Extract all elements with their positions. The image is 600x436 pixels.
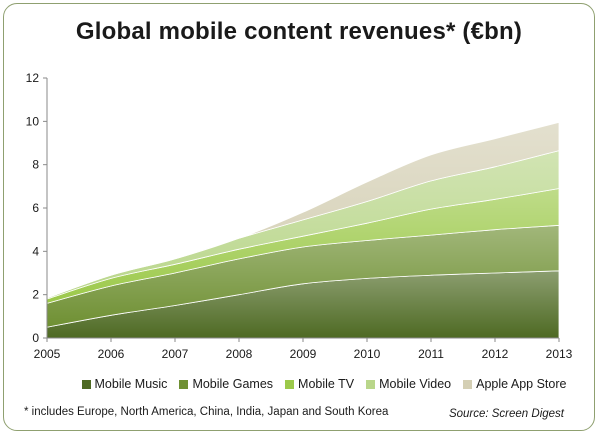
x-tick-label: 2005 xyxy=(34,347,61,361)
y-tick-label: 8 xyxy=(32,158,39,172)
legend-label: Mobile Games xyxy=(192,377,274,391)
area-shine-apple-app-store xyxy=(47,122,559,298)
legend-swatch xyxy=(179,379,189,389)
legend-swatch xyxy=(81,379,91,389)
area-shine-mobile-tv xyxy=(47,188,559,304)
area-shine-mobile-games xyxy=(47,225,559,328)
area-shine-mobile-music xyxy=(47,270,559,338)
y-tick-label: 2 xyxy=(32,288,39,302)
chart-legend: Mobile Music Mobile Games Mobile TV Mobile … xyxy=(64,374,584,394)
legend-label: Mobile TV xyxy=(298,377,355,391)
legend-swatch xyxy=(463,379,473,389)
source-note: Source: Screen Digest xyxy=(448,408,564,420)
x-tick-label: 2012 xyxy=(482,347,509,361)
chart-title: Global mobile content revenues* (€bn) xyxy=(75,18,523,45)
legend-item-mobile-games: Mobile Games xyxy=(179,374,273,394)
x-tick-label: 2011 xyxy=(418,347,444,361)
y-tick-label: 12 xyxy=(26,71,40,85)
x-tick-label: 2006 xyxy=(98,347,125,361)
legend-label: Mobile Video xyxy=(379,377,452,391)
footnote: * includes Europe, North America, China,… xyxy=(24,406,389,418)
chart-plot: 0 2 4 6 8 10 12 2005 2006 2007 2008 2009 2010 2011 201… xyxy=(26,71,573,361)
legend-swatch xyxy=(366,379,376,389)
legend-label: Apple App Store xyxy=(476,377,567,391)
legend-item-apple-app-store: Apple App Store xyxy=(463,374,566,394)
legend-swatch xyxy=(285,379,295,389)
x-tick-label: 2007 xyxy=(162,347,189,361)
y-tick-label: 4 xyxy=(32,244,39,258)
x-tick-label: 2013 xyxy=(546,347,573,361)
legend-item-mobile-music: Mobile Music xyxy=(81,374,168,394)
legend-label: Mobile Music xyxy=(94,377,168,391)
legend-item-mobile-video: Mobile Video xyxy=(366,374,451,394)
area-shine-mobile-video xyxy=(47,150,559,299)
y-tick-label: 10 xyxy=(26,114,40,128)
y-tick-label: 6 xyxy=(32,201,39,215)
legend-item-mobile-tv: Mobile TV xyxy=(285,374,354,394)
x-tick-label: 2008 xyxy=(226,347,253,361)
x-tick-label: 2010 xyxy=(354,347,381,361)
chart-frame: Global mobile content revenues* (€bn) 0 2… xyxy=(3,3,595,431)
y-tick-label: 0 xyxy=(32,331,39,345)
x-tick-label: 2009 xyxy=(290,347,317,361)
